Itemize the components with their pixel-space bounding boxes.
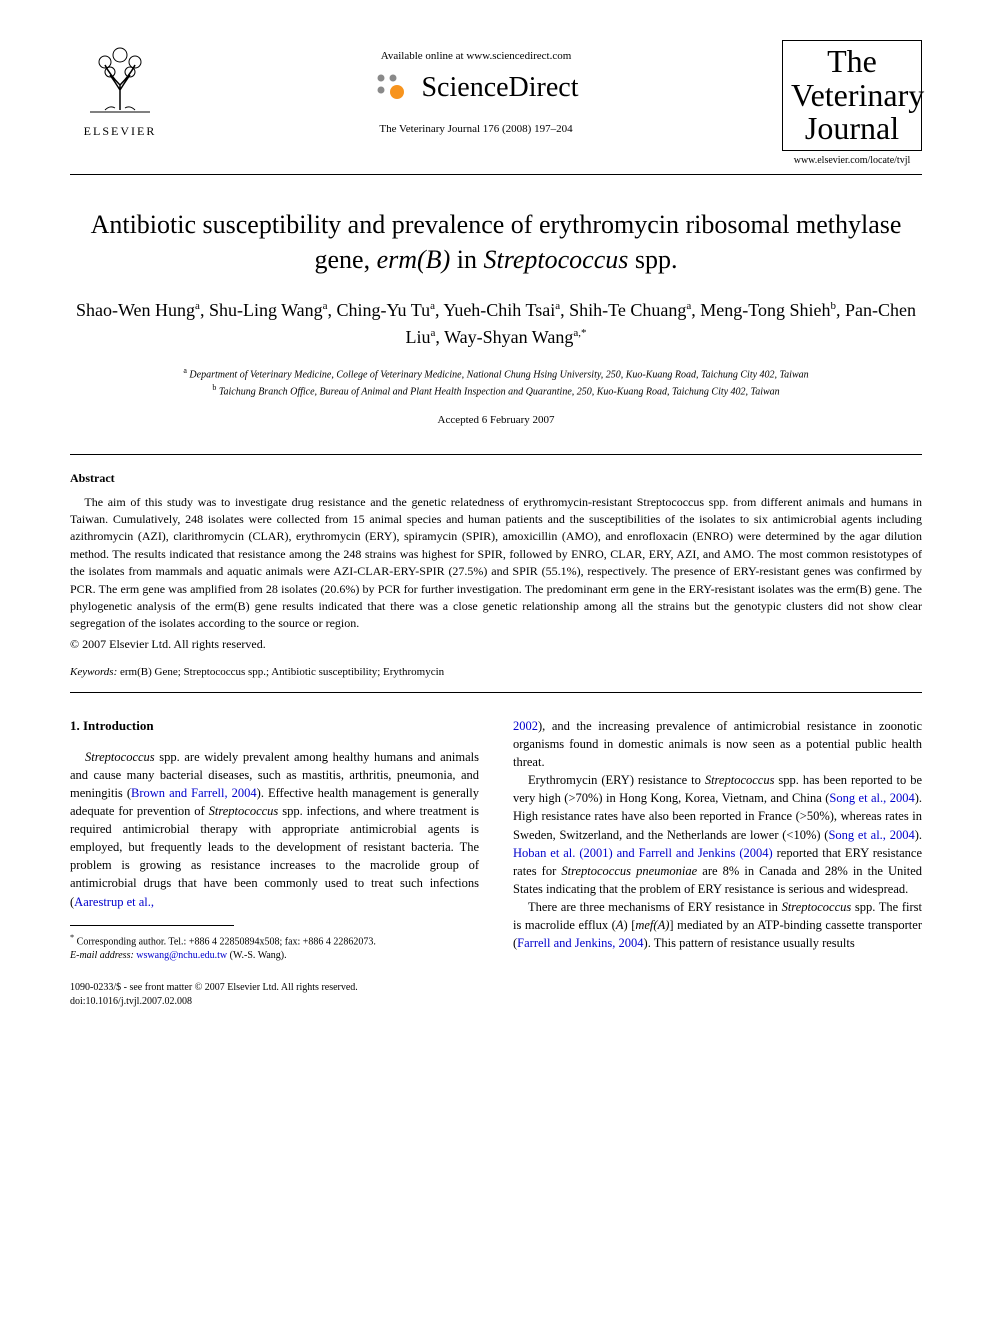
abstract-copyright: © 2007 Elsevier Ltd. All rights reserved… xyxy=(70,637,922,652)
corresponding-text: Corresponding author. Tel.: +886 4 22850… xyxy=(77,936,376,947)
col1-para-1: Streptococcus spp. are widely prevalent … xyxy=(70,748,479,911)
email-footnote: E-mail address: wswang@nchu.edu.tw (W.-S… xyxy=(70,949,479,963)
col2-citation-1[interactable]: 2002 xyxy=(513,719,538,733)
author-5: , Shih-Te Chuang xyxy=(560,300,686,320)
abstract-text: The aim of this study was to investigate… xyxy=(70,494,922,633)
abstract-heading: Abstract xyxy=(70,471,922,486)
journal-reference: The Veterinary Journal 176 (2008) 197–20… xyxy=(170,123,782,135)
col2-para-3: There are three mechanisms of ERY resist… xyxy=(513,898,922,952)
col2-italic-3: Streptococcus xyxy=(782,900,852,914)
title-italic-2: Streptococcus xyxy=(483,245,628,274)
title-text-3: spp. xyxy=(628,245,677,274)
journal-title-line2: Veterinary Journal xyxy=(791,79,913,146)
col1-italic-2: Streptococcus xyxy=(209,804,279,818)
keywords-label: Keywords: xyxy=(70,666,117,678)
affiliation-a: a Department of Veterinary Medicine, Col… xyxy=(70,365,922,382)
publisher-block: ELSEVIER xyxy=(70,40,170,139)
col1-citation-2[interactable]: Aarestrup et al., xyxy=(74,895,154,909)
col1-italic-1: Streptococcus xyxy=(85,750,155,764)
footnote-divider xyxy=(70,925,234,926)
sciencedirect-logo: ScienceDirect xyxy=(373,70,578,106)
col1-text-3: spp. infections, and where treatment is … xyxy=(70,804,479,909)
col2-citation-5[interactable]: Farrell and Jenkins, 2004 xyxy=(517,936,643,950)
col2-text-3h: ). This pattern of resistance usually re… xyxy=(644,936,855,950)
email-name: (W.-S. Wang). xyxy=(227,950,286,961)
issn-line: 1090-0233/$ - see front matter © 2007 El… xyxy=(70,981,479,995)
col2-text-1: ), and the increasing prevalence of anti… xyxy=(513,719,922,769)
available-online-text: Available online at www.sciencedirect.co… xyxy=(170,50,782,62)
author-2: , Shu-Ling Wang xyxy=(200,300,323,320)
column-right: 2002), and the increasing prevalence of … xyxy=(513,717,922,1009)
elsevier-tree-logo xyxy=(80,40,160,120)
publisher-name: ELSEVIER xyxy=(84,124,157,139)
email-label: E-mail address: xyxy=(70,950,134,961)
col2-citation-2[interactable]: Song et al., 2004 xyxy=(829,791,914,805)
col2-text-3a: There are three mechanisms of ERY resist… xyxy=(528,900,782,914)
affiliation-a-text: Department of Veterinary Medicine, Colle… xyxy=(189,369,808,380)
affiliation-b: b Taichung Branch Office, Bureau of Anim… xyxy=(70,382,922,399)
column-left: 1. Introduction Streptococcus spp. are w… xyxy=(70,717,479,1009)
author-1: Shao-Wen Hung xyxy=(76,300,195,320)
journal-title-line1: The xyxy=(791,45,913,79)
col2-text-2a: Erythromycin (ERY) resistance to xyxy=(528,773,705,787)
col2-italic-2: Streptococcus pneumoniae xyxy=(561,864,697,878)
col2-para-2: Erythromycin (ERY) resistance to Strepto… xyxy=(513,771,922,898)
article-title: Antibiotic susceptibility and prevalence… xyxy=(70,207,922,277)
accepted-date: Accepted 6 February 2007 xyxy=(70,414,922,426)
doi-block: 1090-0233/$ - see front matter © 2007 El… xyxy=(70,981,479,1009)
center-header: Available online at www.sciencedirect.co… xyxy=(170,40,782,135)
doi-line: doi:10.1016/j.tvjl.2007.02.008 xyxy=(70,995,479,1009)
authors-block: Shao-Wen Hunga, Shu-Ling Wanga, Ching-Yu… xyxy=(70,297,922,351)
section-heading: 1. Introduction xyxy=(70,717,479,736)
title-italic-1: erm(B) xyxy=(377,245,451,274)
col2-para-1: 2002), and the increasing prevalence of … xyxy=(513,717,922,771)
journal-title-script: The Veterinary Journal xyxy=(782,40,922,151)
sciencedirect-text: ScienceDirect xyxy=(421,72,578,104)
body-columns: 1. Introduction Streptococcus spp. are w… xyxy=(70,717,922,1009)
affiliations-block: a Department of Veterinary Medicine, Col… xyxy=(70,365,922,400)
email-link[interactable]: wswang@nchu.edu.tw xyxy=(136,950,227,961)
author-8-affil: a,* xyxy=(573,327,586,339)
keywords-text: erm(B) Gene; Streptococcus spp.; Antibio… xyxy=(117,666,444,678)
title-text-2: in xyxy=(450,245,483,274)
keywords-line: Keywords: erm(B) Gene; Streptococcus spp… xyxy=(70,666,922,678)
col1-citation-1[interactable]: Brown and Farrell, 2004 xyxy=(131,786,257,800)
col2-text-3e: ) [ xyxy=(623,918,635,932)
col2-italic-1: Streptococcus xyxy=(705,773,775,787)
col2-italic-5: mef(A) xyxy=(635,918,669,932)
affiliation-b-text: Taichung Branch Office, Bureau of Animal… xyxy=(219,387,780,398)
header-row: ELSEVIER Available online at www.science… xyxy=(70,40,922,166)
col2-citation-4[interactable]: Hoban et al. (2001) and Farrell and Jenk… xyxy=(513,846,773,860)
abstract-bottom-divider xyxy=(70,692,922,693)
header-divider xyxy=(70,174,922,175)
col2-citation-3[interactable]: Song et al., 2004 xyxy=(828,828,914,842)
journal-logo-block: The Veterinary Journal www.elsevier.com/… xyxy=(782,40,922,166)
author-6: , Meng-Tong Shieh xyxy=(691,300,830,320)
author-4: , Yueh-Chih Tsai xyxy=(435,300,555,320)
author-8: , Way-Shyan Wang xyxy=(435,327,573,347)
sciencedirect-dots-icon xyxy=(373,70,409,106)
author-3: , Ching-Yu Tu xyxy=(328,300,431,320)
col2-text-2e: ). xyxy=(915,828,922,842)
abstract-top-divider xyxy=(70,454,922,455)
journal-url: www.elsevier.com/locate/tvjl xyxy=(782,155,922,166)
corresponding-footnote: * Corresponding author. Tel.: +886 4 228… xyxy=(70,932,479,949)
